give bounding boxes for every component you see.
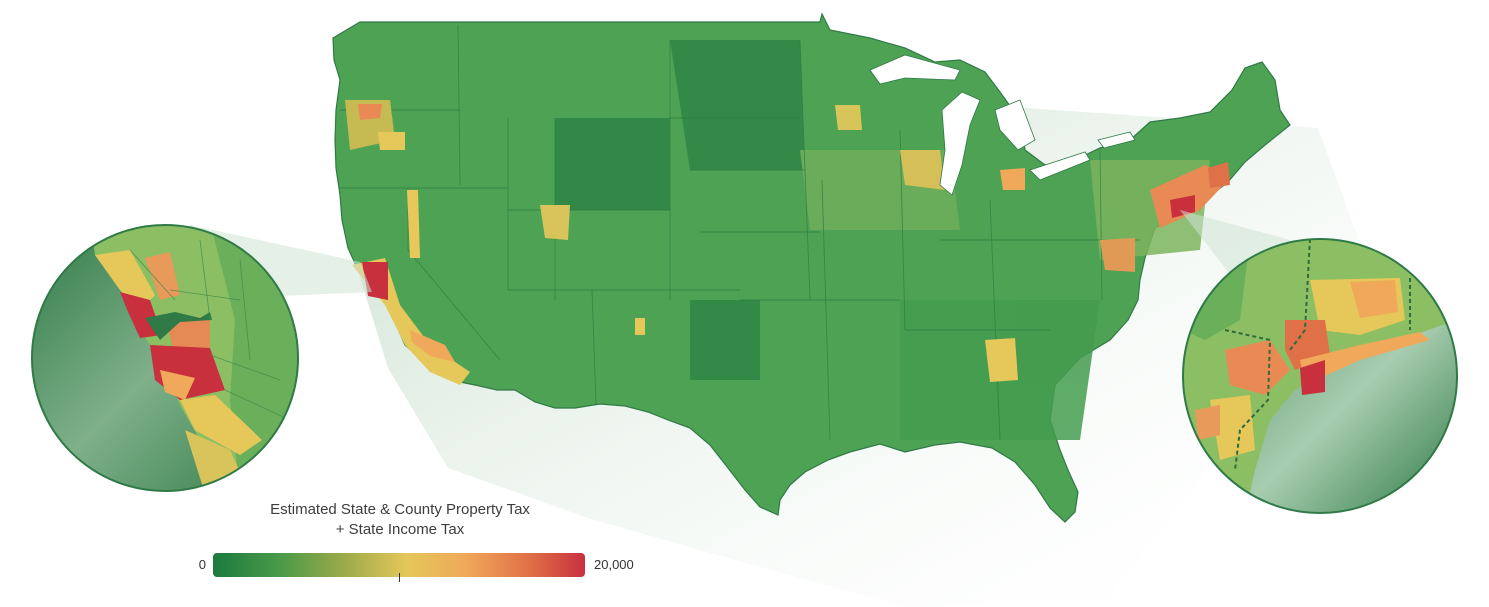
lake-erie bbox=[1029, 151, 1091, 181]
bay-area-green-east bbox=[210, 225, 298, 491]
bay-area-inset-border bbox=[31, 224, 299, 492]
nyc-metro-inset bbox=[1182, 238, 1458, 514]
legend-max-label: 20,000 bbox=[594, 557, 634, 572]
nyc-inset-nassau-red bbox=[1300, 360, 1325, 395]
legend-title: Estimated State & County Property Tax + … bbox=[200, 500, 600, 540]
bay-area-south-orange bbox=[160, 370, 195, 400]
great-lakes bbox=[869, 54, 1136, 196]
nyc-inset-nj-orange bbox=[1225, 340, 1290, 395]
legend-min-label: 0 bbox=[198, 557, 206, 572]
nyc-inset-nj-southwest-orange bbox=[1195, 405, 1220, 440]
los-angeles-hotspot bbox=[410, 330, 455, 362]
dc-hotspot bbox=[1100, 238, 1135, 272]
minneapolis-hotspot bbox=[835, 105, 862, 130]
nyc-inset-nj-south-yellow bbox=[1210, 395, 1255, 460]
nyc-inset-ct-orange bbox=[1350, 280, 1398, 318]
nyc-inset-state-lines bbox=[1224, 239, 1411, 471]
bay-area-santacruz-yellow bbox=[180, 395, 262, 455]
nyc-inset-longisland bbox=[1300, 332, 1430, 385]
colorado-hotspot bbox=[540, 205, 570, 240]
bay-area-marin-yellow bbox=[95, 250, 155, 310]
chicago-hotspot bbox=[900, 150, 945, 190]
nyc-hotspot bbox=[1170, 195, 1195, 218]
lake-huron bbox=[994, 99, 1036, 151]
lake-ontario bbox=[1097, 131, 1136, 149]
bend-hotspot bbox=[378, 132, 405, 150]
atlanta-hotspot bbox=[985, 338, 1018, 382]
legend-gradient-bar bbox=[213, 553, 585, 577]
wyoming-region bbox=[555, 118, 670, 210]
nm-hotspot bbox=[635, 318, 645, 335]
sierra-strip-hotspot bbox=[407, 190, 420, 258]
portland-hotspot bbox=[358, 104, 382, 120]
bay-area-napa-orange bbox=[145, 252, 180, 300]
boston-hotspot bbox=[1208, 162, 1230, 188]
bay-area-water bbox=[145, 312, 212, 340]
legend-marker bbox=[398, 573, 400, 582]
lake-michigan bbox=[939, 91, 981, 196]
northern-plains-region bbox=[670, 40, 805, 170]
west-texas-region bbox=[690, 300, 760, 380]
legend-title-line1: Estimated State & County Property Tax bbox=[270, 501, 530, 518]
bay-area-inset bbox=[31, 224, 299, 492]
nyc-inset-border bbox=[1182, 238, 1458, 514]
lake-superior bbox=[869, 54, 961, 85]
bay-area-county-lines bbox=[129, 239, 291, 421]
michigan-hotspot bbox=[1000, 168, 1025, 190]
county-hotspots bbox=[345, 100, 1230, 385]
legend-title-line2: + State Income Tax bbox=[335, 521, 465, 538]
state-boundaries bbox=[340, 24, 1140, 441]
